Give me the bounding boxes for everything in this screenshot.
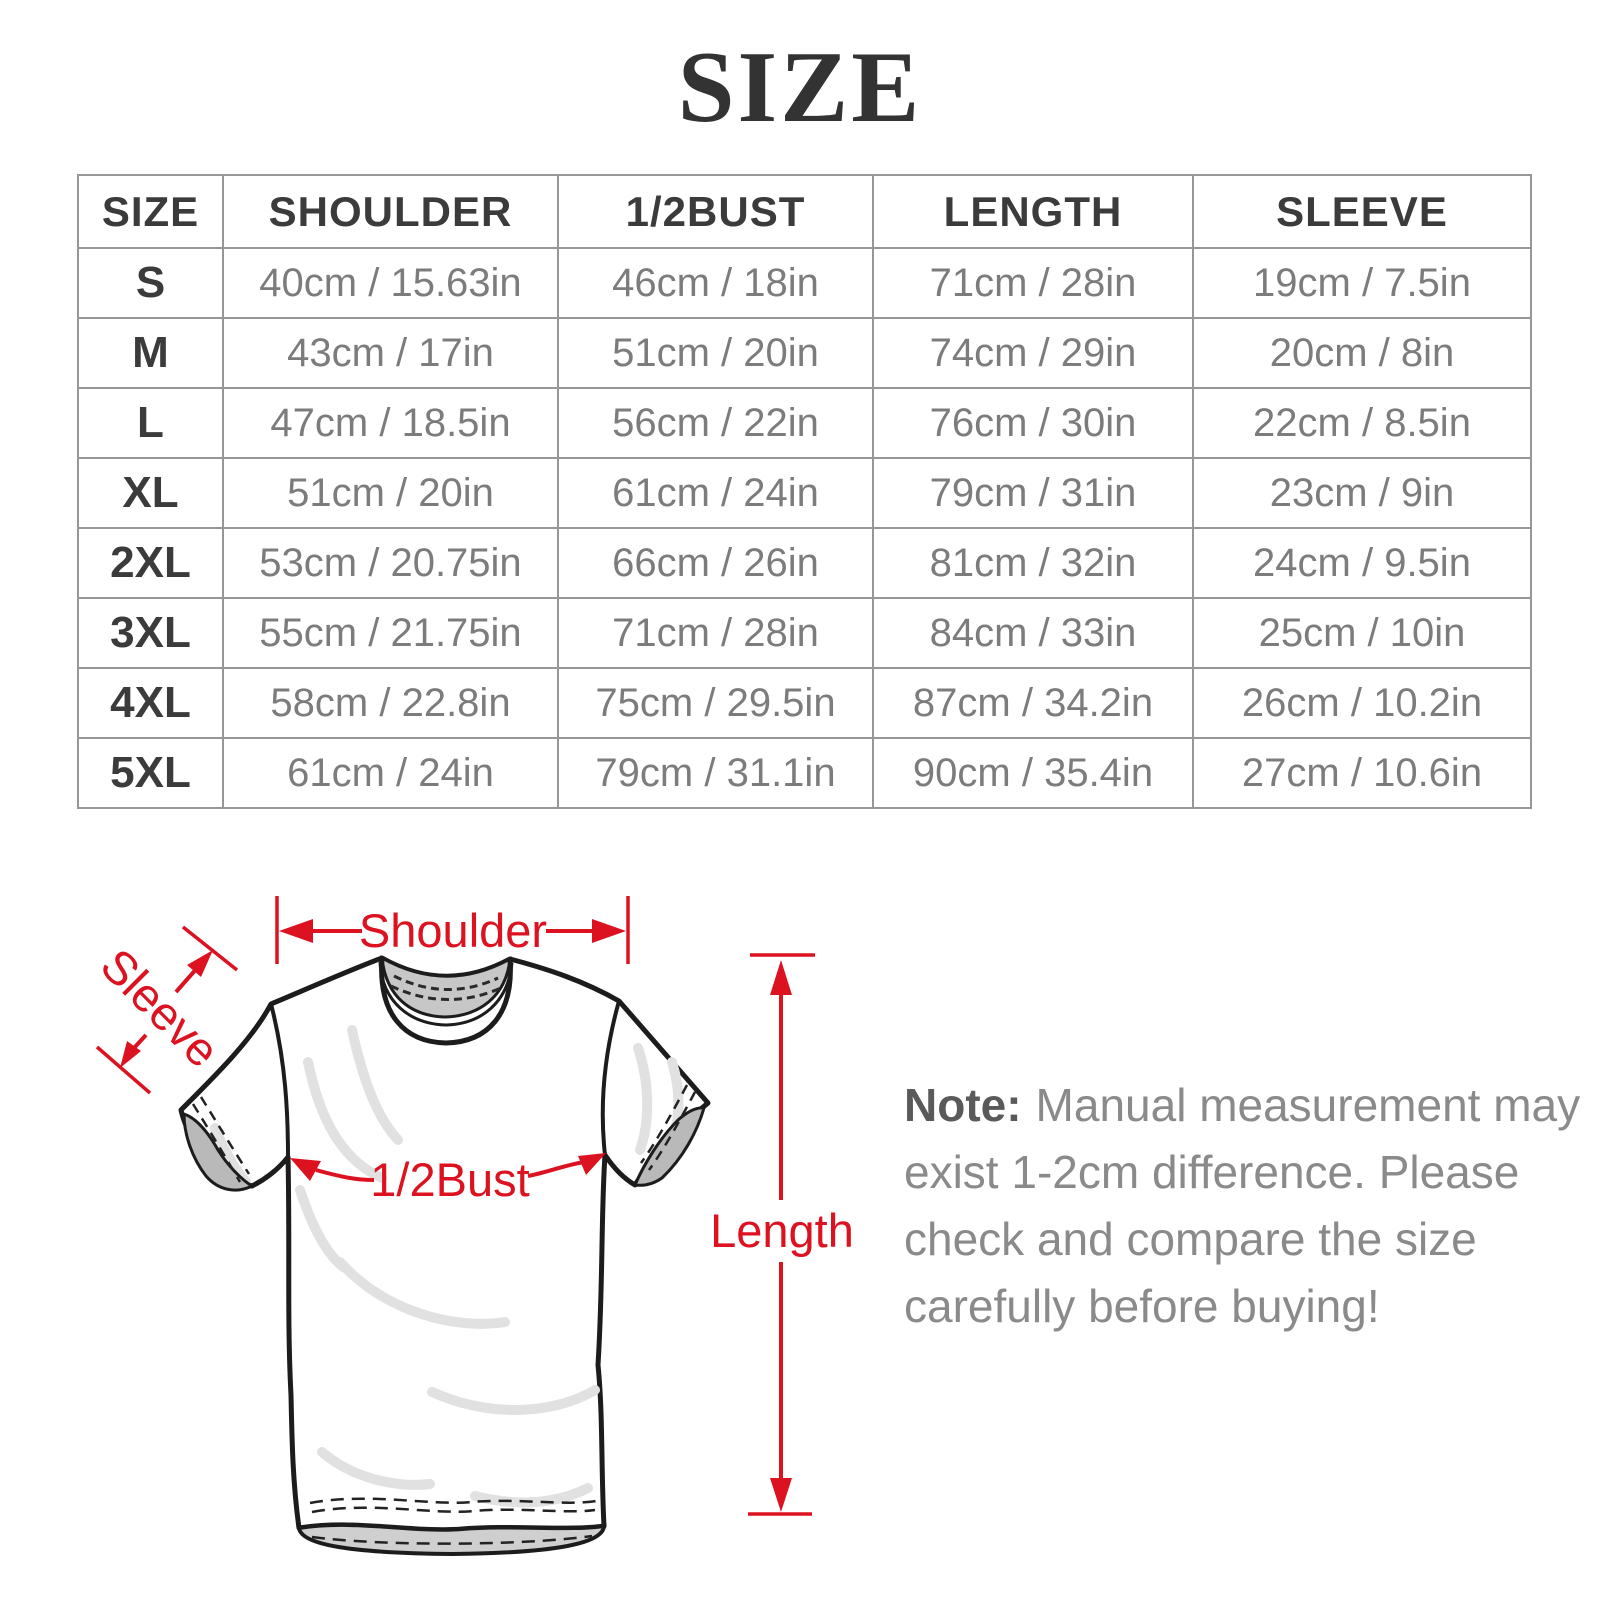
col-header-size: SIZE: [77, 174, 224, 249]
length-arrowhead-bottom: [770, 1478, 792, 1512]
cell-size: M: [77, 317, 224, 389]
note-line: exist 1-2cm difference. Please: [904, 1146, 1520, 1198]
cell-size: 2XL: [77, 527, 224, 599]
cell-length: 81cm / 32in: [872, 527, 1194, 599]
col-header-shoulder: SHOULDER: [222, 174, 559, 249]
collar-stitch-tape: [390, 974, 502, 1001]
note-line: check and compare the size: [904, 1213, 1477, 1265]
cell-sleeve: 20cm / 8in: [1192, 317, 1532, 389]
length-label: Length: [710, 1204, 854, 1257]
cell-shoulder: 43cm / 17in: [222, 317, 559, 389]
cell-halfbust: 61cm / 24in: [557, 457, 874, 529]
left-sleeve-opening: [182, 1111, 256, 1192]
size-table: SIZE SHOULDER 1/2BUST LENGTH SLEEVE S 40…: [77, 174, 1532, 809]
table-row: S 40cm / 15.63in 46cm / 18in 71cm / 28in…: [77, 247, 1532, 319]
collar-inner-rim: [378, 961, 514, 1027]
bottom-hem-band: [296, 1522, 607, 1557]
bottom-hem-stitching: [309, 1497, 597, 1545]
cell-size: 4XL: [77, 667, 224, 739]
sleeve-arrowhead-upper: [187, 950, 213, 977]
cell-shoulder: 58cm / 22.8in: [222, 667, 559, 739]
shoulder-label: Shoulder: [359, 904, 547, 957]
measurement-lines: [95, 896, 815, 1516]
cell-sleeve: 25cm / 10in: [1192, 597, 1532, 669]
cell-sleeve: 24cm / 9.5in: [1192, 527, 1532, 599]
table-row: 3XL 55cm / 21.75in 71cm / 28in 84cm / 33…: [77, 597, 1532, 669]
shoulder-arrowhead-right: [592, 919, 626, 943]
bust-shaft-right: [527, 1160, 585, 1178]
table-row: XL 51cm / 20in 61cm / 24in 79cm / 31in 2…: [77, 457, 1532, 529]
cell-size: S: [77, 247, 224, 319]
cell-length: 90cm / 35.4in: [872, 737, 1194, 809]
cell-sleeve: 23cm / 9in: [1192, 457, 1532, 529]
collar-inside: [380, 955, 512, 1019]
left-sleeve-stitching: [191, 1096, 251, 1183]
cell-shoulder: 40cm / 15.63in: [222, 247, 559, 319]
cell-length: 74cm / 29in: [872, 317, 1194, 389]
cell-size: XL: [77, 457, 224, 529]
sleeve-tick-lower: [95, 1045, 152, 1095]
cell-shoulder: 51cm / 20in: [222, 457, 559, 529]
col-header-sleeve: SLEEVE: [1192, 174, 1532, 249]
note-block: Note: Manual measurement may exist 1-2cm …: [904, 1072, 1580, 1340]
left-sleeve-seam: [269, 1003, 290, 1158]
half-bust-label: 1/2Bust: [370, 1153, 529, 1206]
shoulder-arrowhead-left: [279, 919, 313, 943]
sleeve-shaft-lower: [132, 1033, 148, 1050]
cell-halfbust: 71cm / 28in: [557, 597, 874, 669]
note-label: Note:: [904, 1079, 1022, 1131]
bust-arrowhead-left: [290, 1158, 321, 1181]
wrinkle-shading: [210, 1025, 684, 1508]
cell-shoulder: 55cm / 21.75in: [222, 597, 559, 669]
cell-sleeve: 26cm / 10.2in: [1192, 667, 1532, 739]
note-line: carefully before buying!: [904, 1280, 1380, 1332]
cell-size: 5XL: [77, 737, 224, 809]
tshirt-illustration: [178, 955, 711, 1557]
cell-length: 84cm / 33in: [872, 597, 1194, 669]
cell-length: 71cm / 28in: [872, 247, 1194, 319]
cell-shoulder: 53cm / 20.75in: [222, 527, 559, 599]
col-header-halfbust: 1/2BUST: [557, 174, 874, 249]
page-title: SIZE: [677, 31, 923, 144]
cell-halfbust: 79cm / 31.1in: [557, 737, 874, 809]
cell-halfbust: 56cm / 22in: [557, 387, 874, 459]
note-text: Manual measurement may: [1035, 1079, 1581, 1131]
cell-shoulder: 61cm / 24in: [222, 737, 559, 809]
table-row: 5XL 61cm / 24in 79cm / 31.1in 90cm / 35.…: [77, 737, 1532, 809]
cell-length: 79cm / 31in: [872, 457, 1194, 529]
tshirt-measurement-diagram: Shoulder Sleeve 1/2Bust Length: [91, 896, 854, 1557]
right-sleeve-stitching: [639, 1084, 697, 1171]
bust-arrowhead-right: [578, 1153, 606, 1175]
cell-sleeve: 22cm / 8.5in: [1192, 387, 1532, 459]
cell-length: 76cm / 30in: [872, 387, 1194, 459]
collar-outer-rim: [379, 957, 513, 1046]
cell-sleeve: 27cm / 10.6in: [1192, 737, 1532, 809]
bust-shaft-left: [315, 1168, 375, 1182]
cell-sleeve: 19cm / 7.5in: [1192, 247, 1532, 319]
note-line: Note: Manual measurement may: [904, 1072, 1580, 1139]
col-header-length: LENGTH: [872, 174, 1194, 249]
cell-size: 3XL: [77, 597, 224, 669]
measurement-arrowheads: [120, 919, 792, 1512]
cell-halfbust: 66cm / 26in: [557, 527, 874, 599]
length-arrowhead-top: [770, 960, 792, 995]
table-row: 2XL 53cm / 20.75in 66cm / 26in 81cm / 32…: [77, 527, 1532, 599]
cell-halfbust: 51cm / 20in: [557, 317, 874, 389]
table-header-row: SIZE SHOULDER 1/2BUST LENGTH SLEEVE: [77, 174, 1532, 249]
right-sleeve-seam: [600, 1000, 621, 1156]
sleeve-tick-upper: [181, 925, 239, 972]
cell-halfbust: 46cm / 18in: [557, 247, 874, 319]
table-row: 4XL 58cm / 22.8in 75cm / 29.5in 87cm / 3…: [77, 667, 1532, 739]
cell-shoulder: 47cm / 18.5in: [222, 387, 559, 459]
cell-halfbust: 75cm / 29.5in: [557, 667, 874, 739]
table-row: L 47cm / 18.5in 56cm / 22in 76cm / 30in …: [77, 387, 1532, 459]
sleeve-arrowhead-lower: [120, 1041, 141, 1068]
sleeve-label: Sleeve: [91, 938, 230, 1077]
cell-size: L: [77, 387, 224, 459]
table-row: M 43cm / 17in 51cm / 20in 74cm / 29in 20…: [77, 317, 1532, 389]
cell-length: 87cm / 34.2in: [872, 667, 1194, 739]
